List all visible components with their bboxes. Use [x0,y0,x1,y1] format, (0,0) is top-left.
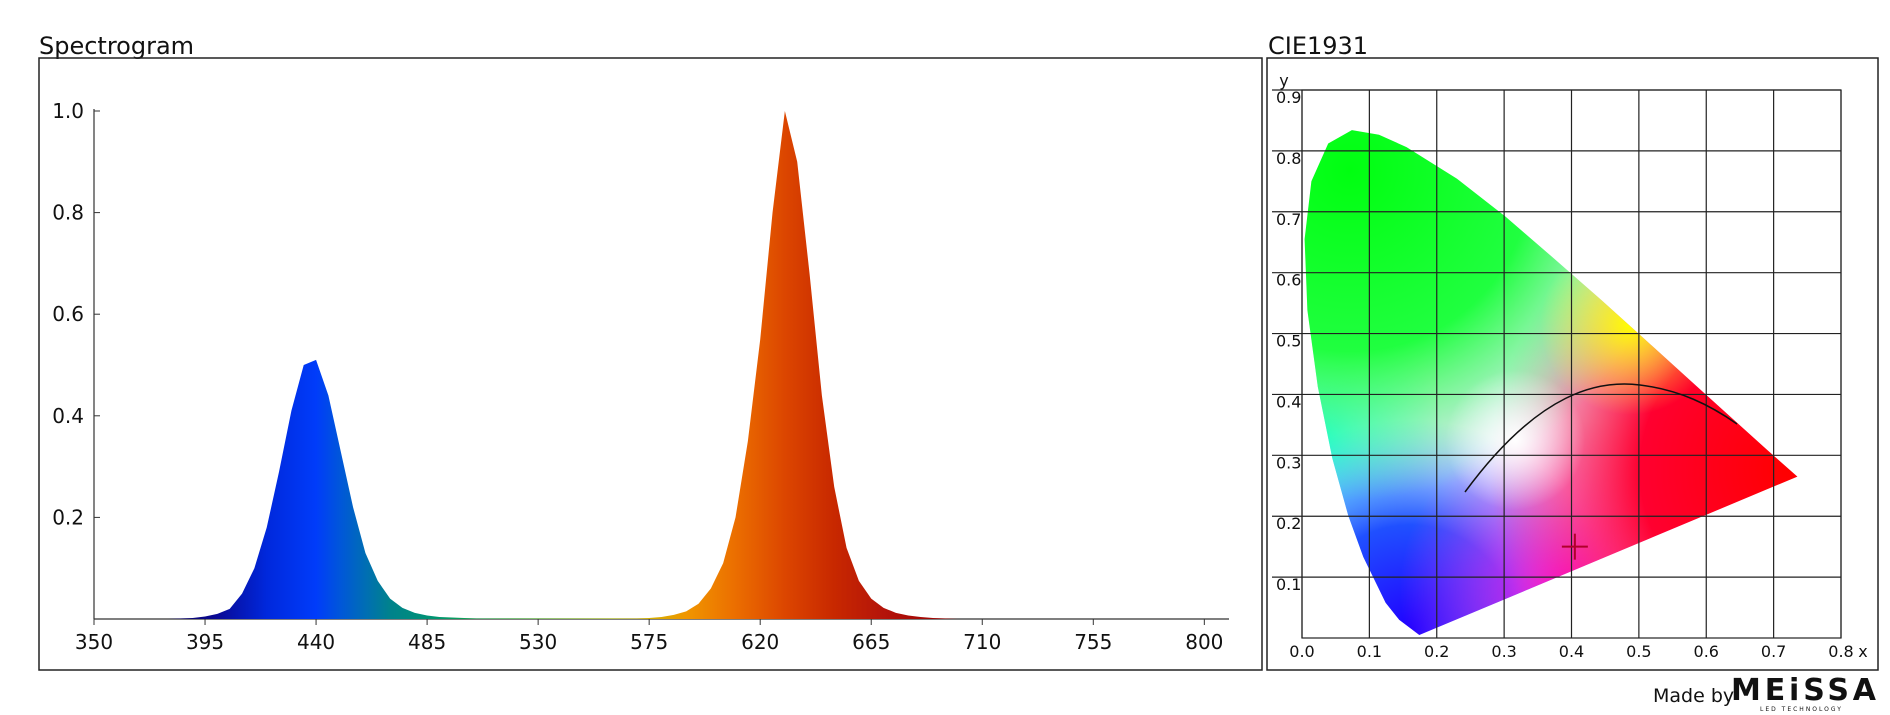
x-tick-label: 485 [408,630,446,654]
y-tick-label: 0.8 [1276,149,1301,168]
spectrum-area [94,111,1217,619]
x-tick-label: 440 [297,630,335,654]
x-tick-label: 665 [852,630,890,654]
y-tick-label: 0.1 [1276,575,1301,594]
x-tick-label: 800 [1185,630,1223,654]
x-tick-label: 350 [75,630,113,654]
x-axis-label: x [1858,642,1867,661]
x-tick-label: 0.3 [1491,642,1516,661]
chart-title: CIE1931 [1268,32,1368,60]
chart-frame [38,57,1263,671]
x-tick-label: 0.8 [1828,642,1853,661]
x-tick-label: 0.0 [1289,642,1314,661]
x-tick-label: 530 [519,630,557,654]
y-tick-label: 1.0 [52,99,84,123]
y-tick-label: 0.4 [1276,392,1301,411]
y-tick-label: 0.4 [52,404,84,428]
x-tick-label: 575 [630,630,668,654]
x-tick-label: 755 [1074,630,1112,654]
brand-tagline: LED TECHNOLOGY [1760,706,1843,713]
y-tick-label: 0.3 [1276,453,1301,472]
footer-made-by: Made by [1653,685,1734,707]
x-tick-label: 395 [186,630,224,654]
x-tick-label: 0.2 [1424,642,1449,661]
chart-title: Spectrogram [39,32,194,60]
planckian-locus [1464,383,1738,493]
chromaticity-point [1561,533,1588,560]
brand-logo: MEiSSA [1731,673,1877,708]
x-tick-label: 710 [963,630,1001,654]
x-tick-label: 0.7 [1761,642,1786,661]
y-tick-label: 0.2 [1276,514,1301,533]
x-tick-label: 0.5 [1626,642,1651,661]
x-tick-label: 0.6 [1694,642,1719,661]
y-tick-label: 0.2 [52,505,84,529]
x-tick-label: 0.1 [1357,642,1382,661]
chromaticity-gamut [1304,130,1798,635]
x-tick-label: 620 [741,630,779,654]
y-tick-label: 0.9 [1276,88,1301,107]
y-tick-label: 0.8 [52,201,84,225]
y-tick-label: 0.5 [1276,332,1301,351]
y-tick-label: 0.7 [1276,210,1301,229]
y-tick-label: 0.6 [1276,271,1301,290]
y-tick-label: 0.6 [52,302,84,326]
chart-frame [1266,57,1879,671]
x-tick-label: 0.4 [1559,642,1584,661]
y-axis-label: y [1279,71,1288,90]
